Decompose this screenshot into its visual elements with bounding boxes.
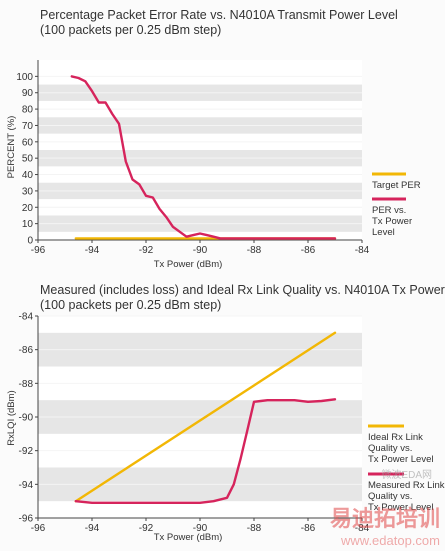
legend-ideal-line2: Quality vs. [368,443,412,454]
chart1-ylabel: PERCENT (%) [6,116,17,179]
y-tick-label: 100 [16,72,33,83]
y-tick-label: 70 [22,121,34,132]
chart1: 0 10 20 30 40 50 60 70 80 90 100 -96 -94 -92 -90 -88 -86… [16,60,370,256]
chart1-subtitle: (100 packets per 0.25 dBm step) [40,23,221,37]
grid-band [38,484,362,502]
x-tick-label: -86 [301,523,316,534]
x-tick-label: -84 [355,245,370,256]
y-tick-label: 20 [22,203,34,214]
grid-band [38,349,362,367]
series-line-2-2 [74,398,337,504]
chart2-ylabel: RxLQI (dBm) [6,390,17,445]
grid-band [38,467,362,485]
grid-band [38,125,362,134]
x-tick-label: -92 [139,523,154,534]
legend-measured-line1: Measured Rx Link [368,480,445,491]
grid-band [38,332,362,350]
watermark-logo: 易迪拓培训 [330,506,440,531]
x-tick-label: -88 [247,523,262,534]
y-tick-label: 80 [22,105,34,116]
x-tick-label: -86 [301,245,316,256]
grid-band [38,190,362,200]
y-tick-label: -92 [19,446,34,457]
x-tick-label: -84 [355,523,370,534]
grid-band [38,117,362,126]
legend-per-line2: Tx Power [372,216,412,227]
y-tick-label: -88 [19,379,34,390]
y-tick-label: -94 [19,480,34,491]
grid-band [38,215,362,224]
x-tick-label: -96 [31,523,46,534]
x-tick-label: -90 [193,523,208,534]
x-tick-label: -90 [193,245,208,256]
legend-per-line3: Level [372,227,395,238]
y-tick-label: 0 [27,236,33,247]
legend-ideal-line1: Ideal Rx Link [368,432,423,443]
x-tick-label: -88 [247,245,262,256]
legend-target-per-text: Target PER [372,180,421,191]
y-tick-label: 60 [22,137,34,148]
y-tick-label: -84 [19,312,34,323]
x-tick-label: -92 [139,245,154,256]
legend-per-line1: PER vs. [372,205,406,216]
chart2-xlabel: Tx Power (dBm) [154,532,223,543]
legend-measured-line3: Tx Power Level [368,502,433,513]
y-tick-label: -96 [19,514,34,525]
legend-measured-line2: Quality vs. [368,491,412,502]
grid-band [38,417,362,434]
y-tick-label: 40 [22,170,34,181]
y-tick-label: 10 [22,219,34,230]
chart1-title: Percentage Packet Error Rate vs. N4010A … [40,8,398,22]
series-line-2-1 [74,331,337,503]
watermark-url: www.edatop.com [340,533,440,548]
x-tick-label: -94 [85,245,100,256]
grid-band [38,400,362,417]
y-tick-label: 50 [22,154,34,165]
y-tick-label: 30 [22,186,34,197]
legend-label-measured: Measured Rx Link Quality vs. Tx Power Le… [368,480,445,513]
legend-ideal-line3: Tx Power Level [368,454,433,465]
legend-label-per: PER vs. Tx Power Level [372,205,415,238]
legend-label-target-per: Target PER [372,180,421,191]
chart2-title: Measured (includes loss) and Ideal Rx Li… [40,283,445,297]
y-tick-label: 90 [22,88,34,99]
y-tick-label: -86 [19,345,34,356]
chart1-xlabel: Tx Power (dBm) [154,259,223,270]
x-tick-label: -94 [85,523,100,534]
grid-band [38,92,362,101]
grid-band [38,223,362,232]
series-line-1-2 [70,75,337,240]
grid-band [38,182,362,191]
x-tick-label: -96 [31,245,46,256]
legend-label-ideal: Ideal Rx Link Quality vs. Tx Power Level [368,432,433,465]
grid-band [38,150,362,159]
grid-band [38,158,362,167]
chart2-subtitle: (100 packets per 0.25 dBm step) [40,298,221,312]
chart2: -96 -94 -92 -90 -88 -86 -84 -96 -94 -92 -90 -88 -86 -… [19,312,370,535]
y-tick-label: -90 [19,413,34,424]
watermark-small-text: 微波EDA网 [381,468,432,481]
grid-band [38,84,362,93]
